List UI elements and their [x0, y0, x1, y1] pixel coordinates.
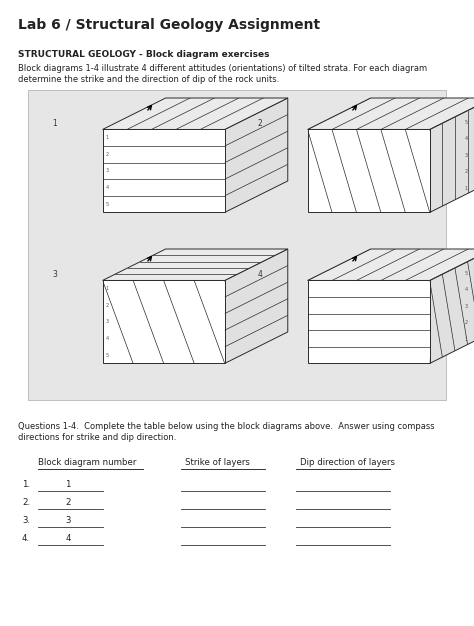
Text: Lab 6 / Structural Geology Assignment: Lab 6 / Structural Geology Assignment [18, 18, 320, 32]
Text: 1: 1 [465, 337, 467, 342]
Text: 2: 2 [465, 169, 467, 174]
Polygon shape [430, 98, 474, 212]
Text: directions for strike and dip direction.: directions for strike and dip direction. [18, 433, 176, 442]
Text: Questions 1-4.  Complete the table below using the block diagrams above.  Answer: Questions 1-4. Complete the table below … [18, 422, 435, 431]
Polygon shape [308, 98, 474, 130]
Text: 1: 1 [465, 186, 467, 191]
Text: 1: 1 [106, 135, 109, 140]
Text: 3: 3 [106, 168, 109, 173]
Text: determine the strike and the direction of dip of the rock units.: determine the strike and the direction o… [18, 75, 279, 84]
Text: Block diagrams 1-4 illustrate 4 different attitudes (orientations) of tilted str: Block diagrams 1-4 illustrate 4 differen… [18, 64, 427, 73]
Text: Dip direction of layers: Dip direction of layers [300, 458, 395, 467]
Text: STRUCTURAL GEOLOGY - Block diagram exercises: STRUCTURAL GEOLOGY - Block diagram exerc… [18, 50, 270, 59]
Text: 2.: 2. [22, 498, 30, 507]
Text: 4: 4 [106, 336, 109, 341]
Text: 2: 2 [257, 120, 262, 128]
Text: Strike of layers: Strike of layers [185, 458, 250, 467]
Text: 1: 1 [106, 286, 109, 291]
Text: 4: 4 [65, 534, 71, 543]
Text: 1: 1 [52, 120, 57, 128]
Text: 2: 2 [65, 498, 71, 507]
Text: 5: 5 [106, 202, 109, 207]
Polygon shape [102, 280, 225, 364]
Text: 3.: 3. [22, 516, 30, 525]
Text: 4.: 4. [22, 534, 30, 543]
Text: 5: 5 [106, 352, 109, 357]
Text: 4: 4 [465, 287, 467, 292]
Text: 4: 4 [257, 270, 262, 279]
Polygon shape [102, 98, 288, 130]
Text: 3: 3 [465, 304, 467, 309]
Text: Block diagram number: Block diagram number [38, 458, 137, 467]
Text: 1.: 1. [22, 480, 30, 489]
Text: 2: 2 [106, 303, 109, 308]
Text: 3: 3 [465, 153, 467, 158]
Text: 3: 3 [52, 270, 57, 279]
Text: 3: 3 [106, 319, 109, 324]
Text: 2: 2 [106, 152, 109, 157]
Text: 4: 4 [465, 136, 467, 141]
Polygon shape [308, 280, 430, 364]
Text: 5: 5 [465, 270, 467, 275]
Polygon shape [225, 249, 288, 364]
Text: 4: 4 [106, 185, 109, 190]
Polygon shape [430, 249, 474, 364]
Text: 2: 2 [465, 321, 467, 326]
Text: 1: 1 [65, 480, 71, 489]
Text: 5: 5 [465, 120, 467, 125]
Text: 3: 3 [65, 516, 71, 525]
Polygon shape [225, 98, 288, 212]
Polygon shape [308, 249, 474, 280]
Polygon shape [102, 130, 225, 212]
Bar [28, 90, 446, 400]
Polygon shape [102, 249, 288, 280]
Polygon shape [308, 130, 430, 212]
